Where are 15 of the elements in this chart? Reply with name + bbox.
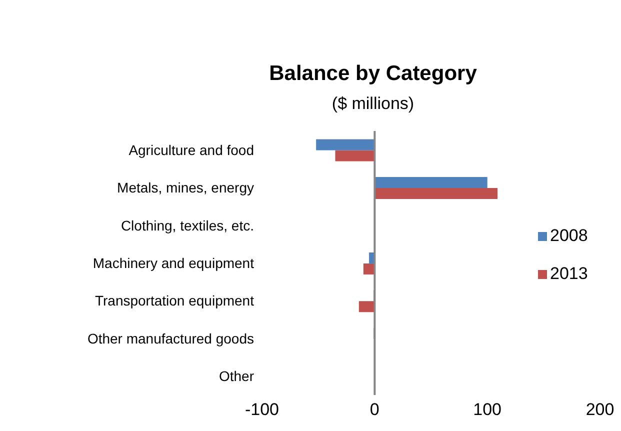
- legend-label: 2008: [549, 226, 588, 246]
- chart-title: Balance by Category: [268, 62, 478, 86]
- y-tick-label: Other manufactured goods: [87, 330, 254, 346]
- y-tick-label: Clothing, textiles, etc.: [120, 217, 254, 234]
- y-tick-label: Agriculture and food: [128, 142, 254, 158]
- x-tick-label: 200: [586, 400, 614, 420]
- y-tick-label: Metals, mines, energy: [117, 180, 254, 196]
- y-tick-label: Other: [218, 368, 254, 384]
- chart-subtitle: ($ millions): [330, 94, 416, 114]
- x-tick-label: 100: [473, 400, 502, 420]
- legend-label: 2013: [549, 264, 588, 284]
- y-tick-label: Machinery and equipment: [92, 254, 254, 271]
- x-tick-label: -100: [244, 400, 280, 420]
- y-tick-label: Transportation equipment: [94, 292, 254, 309]
- x-tick-label: 0: [370, 400, 380, 420]
